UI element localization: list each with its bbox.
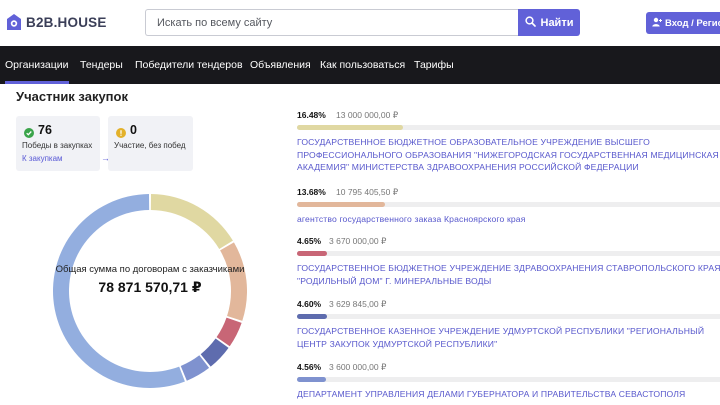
donut-segment[interactable] — [220, 242, 247, 321]
customer-share-bar — [297, 377, 720, 382]
no-wins-count: 0 — [130, 123, 137, 137]
search-button-label: Найти — [540, 16, 574, 29]
customer-percent: 4.65% — [297, 236, 322, 246]
customer-name-link[interactable]: ГОСУДАРСТВЕННОЕ КАЗЕННОЕ УЧРЕЖДЕНИЕ УДМУ… — [297, 326, 705, 349]
house-logo-icon — [6, 13, 22, 31]
to-purchases-link[interactable]: К закупкам → — [22, 153, 110, 163]
customer-name-link[interactable]: ГОСУДАРСТВЕННОЕ БЮДЖЕТНОЕ ОБРАЗОВАТЕЛЬНО… — [297, 137, 719, 172]
customer-share-bar — [297, 202, 720, 207]
customer-share-bar — [297, 251, 720, 256]
customer-name-link[interactable]: ГОСУДАРСТВЕННОЕ БЮДЖЕТНОЕ УЧРЕЖДЕНИЕ ЗДР… — [297, 263, 720, 286]
donut-total: 78 871 570,71 ₽ — [98, 279, 202, 295]
logo-text: B2B.HOUSE — [26, 14, 107, 30]
customer-percent: 13.68% — [297, 187, 326, 197]
nav-item-how-to-use[interactable]: Как пользоваться — [320, 59, 406, 71]
site-header: B2B.HOUSE Найти Вход / Регистрация — [0, 0, 720, 46]
customer-amount: 13 000 000,00 ₽ — [336, 110, 399, 120]
nav-item-pricing[interactable]: Тарифы — [414, 59, 454, 71]
login-button[interactable]: Вход / Регистрация — [646, 12, 720, 34]
customer-percent: 4.60% — [297, 299, 322, 309]
customer-share-fill — [297, 251, 328, 256]
donut-label: Общая сумма по договорам с заказчиками — [55, 264, 245, 275]
customer-share-fill — [297, 202, 386, 207]
no-wins-card: 0 Участие, без побед — [108, 116, 193, 171]
donut-center: Общая сумма по договорам с заказчиками 7… — [53, 264, 247, 296]
customer-share-bar — [297, 314, 720, 319]
contracts-donut-chart — [53, 194, 247, 388]
donut-segment[interactable] — [216, 317, 242, 347]
check-circle-icon — [24, 125, 34, 138]
nav-item-announcements[interactable]: Объявления — [250, 59, 311, 71]
donut-segment[interactable] — [200, 338, 229, 367]
to-purchases-link-label: К закупкам — [22, 154, 63, 163]
search-input[interactable] — [145, 9, 519, 36]
wins-card: 76 Победы в закупках К закупкам → — [16, 116, 110, 171]
customer-percent: 4.56% — [297, 362, 322, 372]
customer-name-link[interactable]: агентство государственного заказа Красно… — [297, 214, 526, 224]
logo[interactable]: B2B.HOUSE — [6, 12, 107, 32]
section-title: Участник закупок — [16, 89, 128, 104]
customer-amount: 3 629 845,00 ₽ — [329, 299, 387, 309]
no-wins-label: Участие, без побед — [114, 141, 186, 150]
donut-segment[interactable] — [180, 355, 210, 381]
alert-circle-icon — [116, 125, 126, 138]
nav-item-tender-winners[interactable]: Победители тендеров — [135, 59, 243, 71]
search-icon — [524, 15, 536, 30]
wins-count: 76 — [38, 123, 52, 137]
arrow-right-icon: → — [101, 153, 110, 163]
customer-share-fill — [297, 377, 327, 382]
nav-item-organizations[interactable]: Организации — [5, 46, 69, 84]
user-plus-icon — [652, 17, 662, 30]
search-button[interactable]: Найти — [518, 9, 580, 36]
wins-label: Победы в закупках — [22, 141, 93, 150]
customer-amount: 10 795 405,50 ₽ — [336, 187, 399, 197]
customer-share-fill — [297, 125, 404, 130]
customer-amount: 3 670 000,00 ₽ — [329, 236, 387, 246]
customer-name-link[interactable]: ДЕПАРТАМЕНТ УПРАВЛЕНИЯ ДЕЛАМИ ГУБЕРНАТОР… — [297, 389, 686, 399]
customer-amount: 3 600 000,00 ₽ — [329, 362, 387, 372]
customer-share-bar — [297, 125, 720, 130]
donut-segment[interactable] — [150, 194, 233, 249]
main-nav: Организации Тендеры Победители тендеров … — [0, 46, 720, 84]
customer-share-fill — [297, 314, 327, 319]
nav-item-tenders[interactable]: Тендеры — [80, 59, 123, 71]
customer-percent: 16.48% — [297, 110, 326, 120]
login-button-label: Вход / Регистрация — [665, 17, 720, 29]
